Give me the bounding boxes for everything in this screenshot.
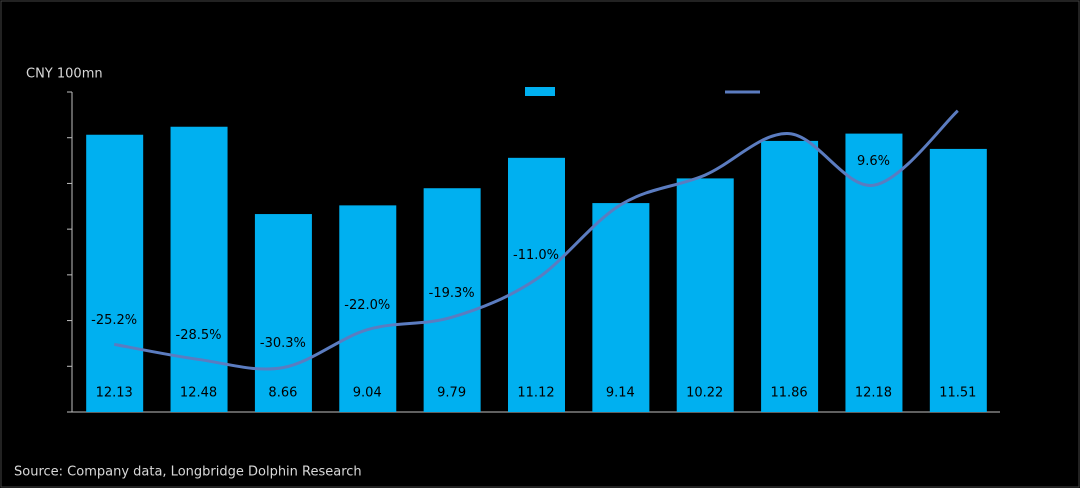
bar [929,148,987,412]
y-axis-label: CNY 100mn [26,67,103,82]
legend-bar-swatch [525,87,555,96]
bar-value-label: 11.51 [939,386,976,401]
bar [592,203,650,412]
bar [423,188,481,412]
bar-value-label: 9.14 [606,386,635,401]
line-value-label: -22.0% [344,298,390,313]
line-value-label: -30.3% [260,336,306,351]
bar-value-label: 11.86 [770,386,807,401]
line-value-label: -11.0% [513,248,559,263]
line-value-label: -19.3% [429,286,475,301]
bar-value-label: 9.04 [353,386,382,401]
bar-value-label: 10.22 [686,386,723,401]
bar [676,178,734,412]
bar-value-label: 9.79 [437,386,466,401]
growth-line [113,109,959,371]
bar-value-label: 12.13 [96,386,133,401]
bar [761,140,819,412]
source: Source: Company data, Longbridge Dolphin… [14,465,362,480]
bar [508,157,565,412]
bar [254,214,312,412]
line-value-label: -28.5% [176,328,222,343]
bar [170,126,228,412]
line-value-label: 9.6% [857,154,890,169]
bar [86,134,144,412]
bar [339,205,397,412]
bar-value-label: 11.12 [517,386,554,401]
bar-value-label: 8.66 [268,386,297,401]
bar-value-label: 12.18 [855,386,892,401]
line-value-label: -25.2% [91,313,137,328]
bar-value-label: 12.48 [180,386,217,401]
